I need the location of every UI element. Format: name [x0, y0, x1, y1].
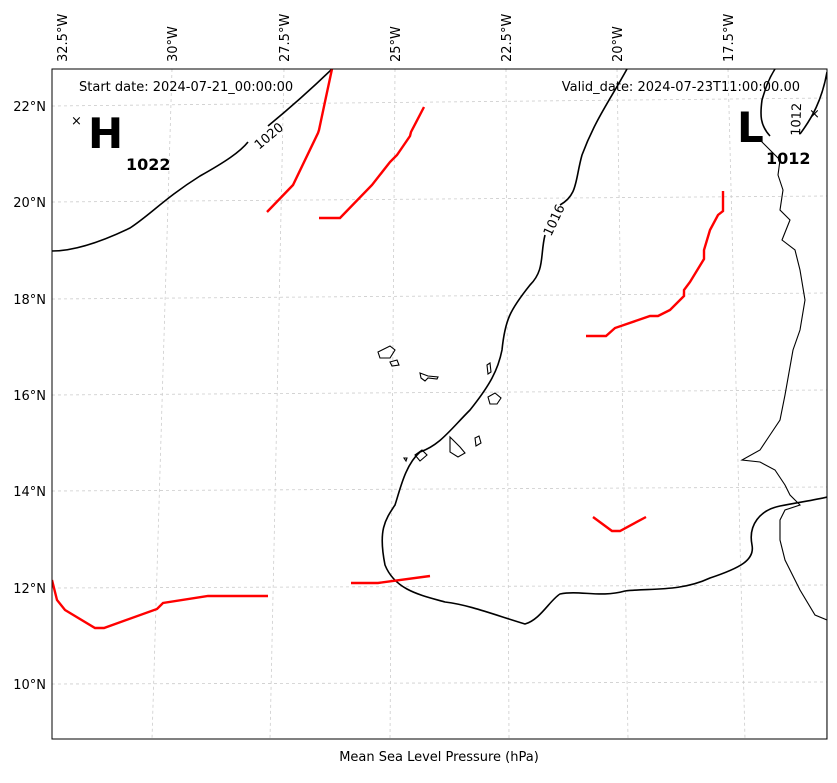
lat-label: 18°N [13, 293, 46, 308]
lon-label: 27.5°W [278, 14, 293, 62]
lat-label: 12°N [13, 582, 46, 597]
lon-label: 30°W [166, 26, 181, 62]
contour-label: 1012 [789, 103, 805, 137]
low-center-marker: × [809, 107, 820, 122]
high-pressure-letter: H [88, 109, 123, 158]
high-pressure-value: 1022 [126, 155, 171, 174]
x-axis-label: Mean Sea Level Pressure (hPa) [339, 750, 539, 765]
lat-label: 20°N [13, 196, 46, 211]
lon-label: 25°W [389, 26, 404, 62]
isobar-1012 [760, 69, 827, 137]
lat-label: 22°N [13, 100, 46, 115]
map-frame [51, 68, 828, 740]
lat-label: 16°N [13, 389, 46, 404]
lon-label: 20°W [611, 26, 626, 62]
lon-label: 17.5°W [722, 14, 737, 62]
isobar-1016 [381, 69, 827, 625]
start-date: Start date: 2024-07-21_00:00:00 [79, 80, 293, 95]
coastline [377, 139, 827, 739]
fronts [52, 69, 725, 630]
lon-label: 32.5°W [56, 14, 71, 62]
lat-labels: 22°N 20°N 18°N 16°N 14°N 12°N 10°N [13, 100, 46, 693]
low-pressure-value: 1012 [766, 149, 811, 168]
high-center-marker: × [71, 114, 82, 129]
lon-label: 22.5°W [500, 14, 515, 62]
contour-label: 1016 [541, 202, 569, 238]
lat-label: 10°N [13, 678, 46, 693]
low-pressure-letter: L [737, 103, 764, 152]
isobar-1020 [52, 69, 333, 252]
lon-labels: 32.5°W 30°W 27.5°W 25°W 22.5°W 20°W 17.5… [56, 14, 737, 62]
valid-date: Valid_date: 2024-07-23T11:00:00.00 [562, 80, 800, 95]
lat-label: 14°N [13, 485, 46, 500]
